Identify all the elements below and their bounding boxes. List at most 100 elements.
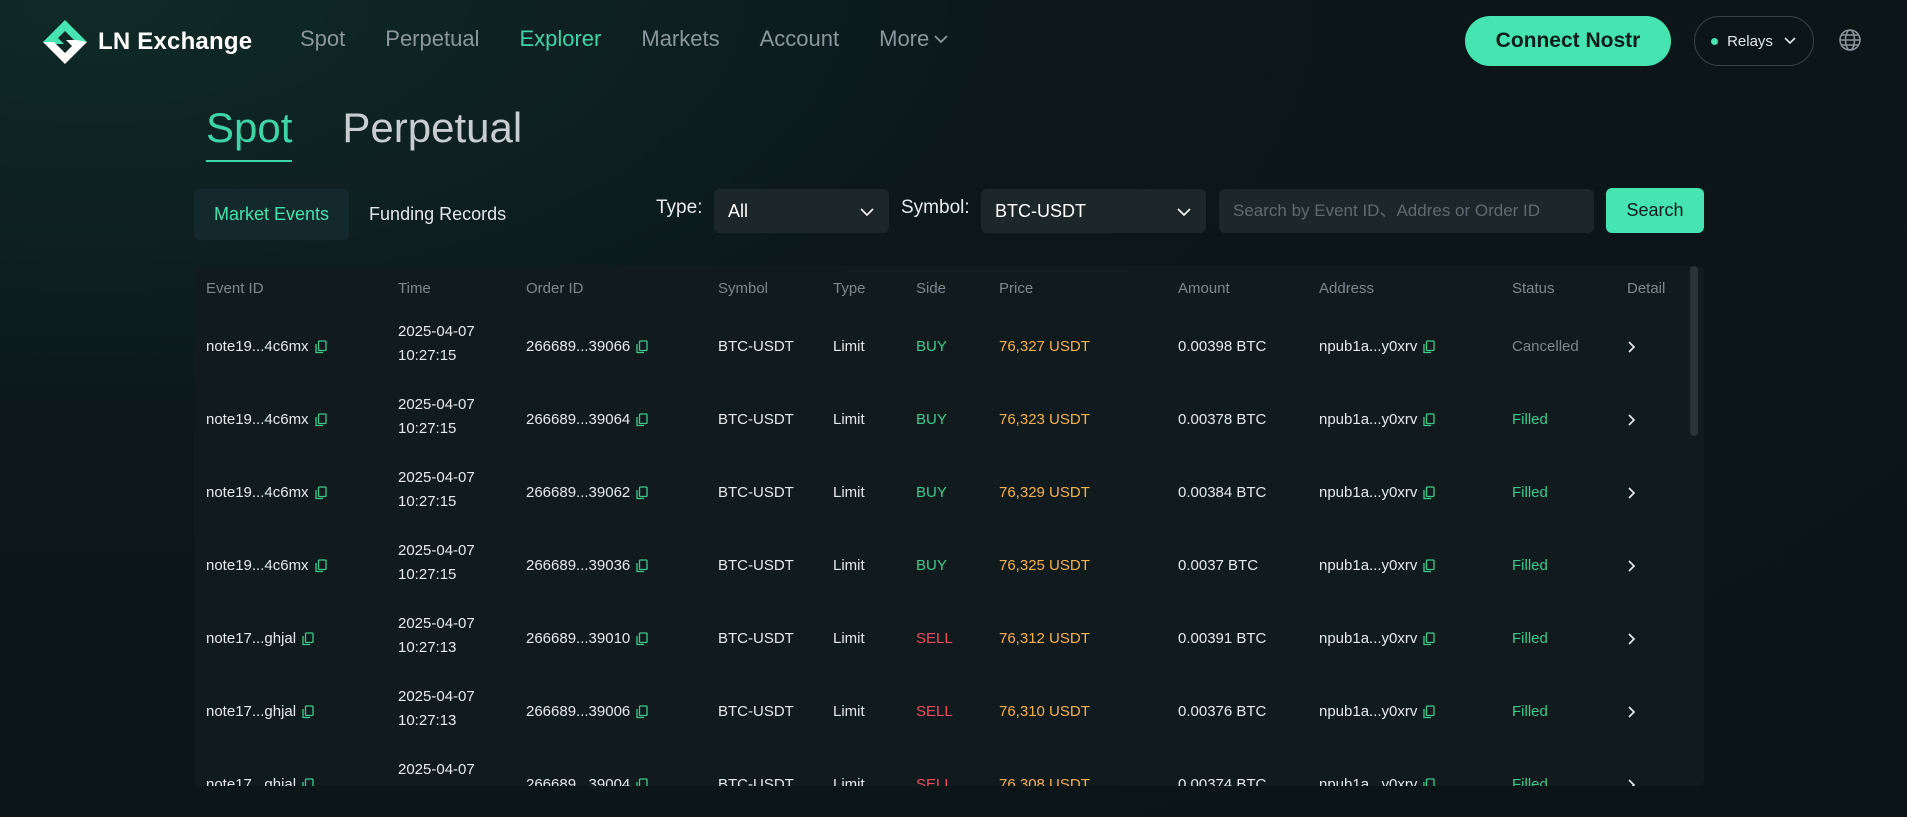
scrollbar-thumb[interactable] xyxy=(1690,266,1698,436)
event-time: 10:27:15 xyxy=(398,493,457,510)
copy-icon[interactable] xyxy=(1423,558,1436,573)
copy-icon[interactable] xyxy=(1423,339,1436,354)
tab-perpetual[interactable]: Perpetual xyxy=(342,104,523,151)
event-date: 2025-04-07 xyxy=(398,761,475,778)
event-id: note19...4c6mx xyxy=(206,338,309,355)
event-time: 10:27:13 xyxy=(398,639,457,656)
copy-icon[interactable] xyxy=(636,485,648,500)
connect-nostr-button[interactable]: Connect Nostr xyxy=(1465,16,1671,66)
chevron-right-icon[interactable] xyxy=(1627,456,1637,529)
nav-explorer-label: Explorer xyxy=(519,26,602,51)
order-id: 266689...39066 xyxy=(526,338,631,355)
order-id-cell: 266689...39062 xyxy=(526,456,648,529)
tab-funding-records[interactable]: Funding Records xyxy=(369,204,507,224)
copy-icon[interactable] xyxy=(636,704,648,719)
col-address: Address xyxy=(1319,280,1375,297)
nav-explorer[interactable]: Explorer xyxy=(519,26,601,52)
table-scrollbar[interactable] xyxy=(1690,266,1698,786)
event-time: 10:27:13 xyxy=(398,712,457,729)
address: npub1a...y0xrv xyxy=(1319,630,1418,647)
nav-spot[interactable]: Spot xyxy=(300,26,345,52)
address-cell: npub1a...y0xrv xyxy=(1319,456,1436,529)
nav-account[interactable]: Account xyxy=(760,26,840,52)
search-button[interactable]: Search xyxy=(1606,188,1704,233)
event-id-cell: note19...4c6mx xyxy=(206,529,327,602)
table-row[interactable]: note19...4c6mx 2025-04-07 10:27:15 266689..… xyxy=(194,383,1684,456)
table-row[interactable]: note19...4c6mx 2025-04-07 10:27:15 266689..… xyxy=(194,456,1684,529)
amount-cell: 0.00398 BTC xyxy=(1178,338,1267,355)
time-cell: 2025-04-07 10:27:13 xyxy=(398,612,475,660)
chevron-right-icon[interactable] xyxy=(1627,383,1637,456)
copy-icon[interactable] xyxy=(636,339,648,354)
symbol-select[interactable]: BTC-USDT xyxy=(981,189,1206,233)
type-cell: Limit xyxy=(833,703,865,720)
col-event-id: Event ID xyxy=(206,280,264,297)
type-select[interactable]: All xyxy=(714,189,889,233)
copy-icon[interactable] xyxy=(636,412,648,427)
copy-icon[interactable] xyxy=(314,412,327,427)
type-cell: Limit xyxy=(833,557,865,574)
tab-market-events[interactable]: Market Events xyxy=(194,189,350,240)
address: npub1a...y0xrv xyxy=(1319,557,1418,574)
app-logo[interactable]: LN Exchange xyxy=(42,19,252,65)
table-row[interactable]: note17...ghjal 2025-04-07 10:27:13 266689..… xyxy=(194,748,1684,786)
symbol-cell: BTC-USDT xyxy=(718,776,794,786)
copy-icon[interactable] xyxy=(302,631,314,646)
amount-cell: 0.00378 BTC xyxy=(1178,411,1267,428)
chevron-down-icon xyxy=(1176,201,1192,222)
table-row[interactable]: note17...ghjal 2025-04-07 10:27:13 266689..… xyxy=(194,675,1684,748)
nav-markets[interactable]: Markets xyxy=(641,26,719,52)
relays-button[interactable]: Relays xyxy=(1694,16,1814,66)
tab-spot[interactable]: Spot xyxy=(206,104,293,162)
nav-account-label: Account xyxy=(759,26,840,51)
time-cell: 2025-04-07 10:27:15 xyxy=(398,393,475,441)
copy-icon[interactable] xyxy=(1423,777,1436,786)
event-time: 10:27:13 xyxy=(398,782,456,786)
copy-icon[interactable] xyxy=(314,558,327,573)
event-date: 2025-04-07 xyxy=(398,688,475,705)
event-date: 2025-04-07 xyxy=(398,469,475,486)
order-id: 266689...39062 xyxy=(526,484,631,501)
copy-icon[interactable] xyxy=(636,631,648,646)
type-filter-label: Type: xyxy=(656,197,703,218)
copy-icon[interactable] xyxy=(636,558,648,573)
copy-icon[interactable] xyxy=(1423,412,1436,427)
type-cell: Limit xyxy=(833,411,865,428)
copy-icon[interactable] xyxy=(314,339,327,354)
order-id: 266689...39004 xyxy=(526,776,631,786)
chevron-right-icon[interactable] xyxy=(1627,748,1637,786)
copy-icon[interactable] xyxy=(314,485,327,500)
chevron-right-icon[interactable] xyxy=(1627,310,1637,383)
event-date: 2025-04-07 xyxy=(398,542,475,559)
symbol-cell: BTC-USDT xyxy=(718,484,794,501)
search-input[interactable] xyxy=(1219,189,1594,233)
type-select-value: All xyxy=(728,200,749,221)
copy-icon[interactable] xyxy=(302,777,314,786)
table-row[interactable]: note19...4c6mx 2025-04-07 10:27:15 266689..… xyxy=(194,529,1684,602)
copy-icon[interactable] xyxy=(636,777,648,786)
copy-icon[interactable] xyxy=(1423,631,1436,646)
order-id: 266689...39036 xyxy=(526,557,631,574)
table-row[interactable]: note19...4c6mx 2025-04-07 10:27:15 266689..… xyxy=(194,310,1684,383)
nav-more[interactable]: More xyxy=(879,26,949,52)
logo-mark-icon xyxy=(43,20,87,64)
address: npub1a...y0xrv xyxy=(1319,338,1418,355)
nav-perpetual[interactable]: Perpetual xyxy=(385,26,479,52)
copy-icon[interactable] xyxy=(302,704,314,719)
globe-icon[interactable] xyxy=(1838,28,1862,52)
chevron-right-icon[interactable] xyxy=(1627,602,1637,675)
order-id-cell: 266689...39004 xyxy=(526,748,648,786)
event-id-cell: note19...4c6mx xyxy=(206,456,327,529)
nav-more-label: More xyxy=(879,26,930,51)
address-cell: npub1a...y0xrv xyxy=(1319,602,1436,675)
address-cell: npub1a...y0xrv xyxy=(1319,748,1436,786)
chevron-right-icon[interactable] xyxy=(1627,529,1637,602)
symbol-select-value: BTC-USDT xyxy=(995,200,1086,221)
table-row[interactable]: note17...ghjal 2025-04-07 10:27:13 266689..… xyxy=(194,602,1684,675)
event-id-cell: note19...4c6mx xyxy=(206,383,327,456)
col-type: Type xyxy=(833,280,866,297)
side-cell: BUY xyxy=(916,411,947,428)
copy-icon[interactable] xyxy=(1423,485,1436,500)
copy-icon[interactable] xyxy=(1423,704,1436,719)
chevron-right-icon[interactable] xyxy=(1627,675,1637,748)
